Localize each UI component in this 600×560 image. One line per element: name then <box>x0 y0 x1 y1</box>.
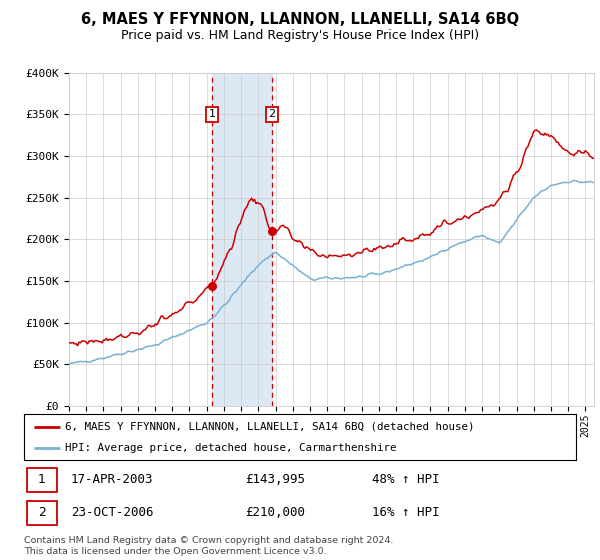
Text: £143,995: £143,995 <box>245 473 305 487</box>
Text: 17-APR-2003: 17-APR-2003 <box>71 473 154 487</box>
Text: 2: 2 <box>269 109 275 119</box>
Text: Contains HM Land Registry data © Crown copyright and database right 2024.
This d: Contains HM Land Registry data © Crown c… <box>24 536 394 556</box>
Text: 6, MAES Y FFYNNON, LLANNON, LLANELLI, SA14 6BQ: 6, MAES Y FFYNNON, LLANNON, LLANELLI, SA… <box>81 12 519 27</box>
Text: HPI: Average price, detached house, Carmarthenshire: HPI: Average price, detached house, Carm… <box>65 443 397 453</box>
FancyBboxPatch shape <box>27 468 57 492</box>
Text: Price paid vs. HM Land Registry's House Price Index (HPI): Price paid vs. HM Land Registry's House … <box>121 29 479 42</box>
Text: 48% ↑ HPI: 48% ↑ HPI <box>372 473 439 487</box>
Text: 1: 1 <box>38 473 46 487</box>
Text: 1: 1 <box>208 109 215 119</box>
Text: 2: 2 <box>38 506 46 520</box>
FancyBboxPatch shape <box>27 501 57 525</box>
Bar <box>212 73 272 406</box>
Text: £210,000: £210,000 <box>245 506 305 520</box>
Text: 16% ↑ HPI: 16% ↑ HPI <box>372 506 439 520</box>
Text: 23-OCT-2006: 23-OCT-2006 <box>71 506 154 520</box>
Text: 6, MAES Y FFYNNON, LLANNON, LLANELLI, SA14 6BQ (detached house): 6, MAES Y FFYNNON, LLANNON, LLANELLI, SA… <box>65 422 475 432</box>
